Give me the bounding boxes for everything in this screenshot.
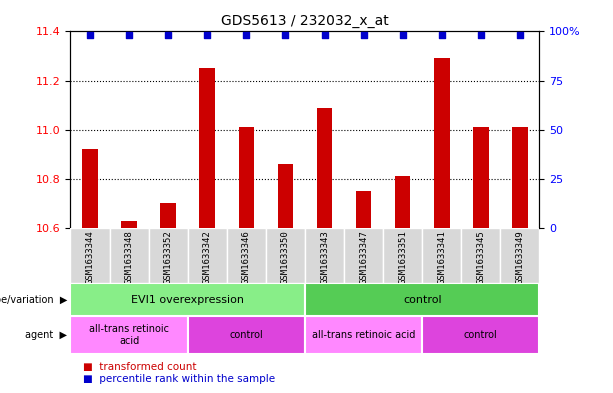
Point bbox=[476, 32, 485, 39]
Text: GSM1633350: GSM1633350 bbox=[281, 231, 290, 285]
Text: GSM1633344: GSM1633344 bbox=[86, 231, 94, 285]
Bar bbox=[317, 108, 332, 228]
Bar bbox=[161, 204, 176, 228]
Bar bbox=[356, 191, 371, 228]
Point bbox=[124, 32, 134, 39]
Text: GSM1633342: GSM1633342 bbox=[203, 231, 211, 285]
Text: agent  ▶: agent ▶ bbox=[25, 330, 67, 340]
Bar bbox=[434, 59, 449, 228]
Text: GSM1633346: GSM1633346 bbox=[242, 231, 251, 285]
Bar bbox=[149, 228, 188, 283]
Bar bbox=[344, 228, 383, 283]
Bar bbox=[110, 228, 149, 283]
Point bbox=[437, 32, 447, 39]
Bar bbox=[188, 316, 305, 354]
Point bbox=[242, 32, 251, 39]
Bar bbox=[305, 283, 539, 316]
Bar bbox=[422, 316, 539, 354]
Point bbox=[319, 32, 329, 39]
Bar bbox=[473, 127, 489, 228]
Text: ■  percentile rank within the sample: ■ percentile rank within the sample bbox=[83, 374, 275, 384]
Text: genotype/variation  ▶: genotype/variation ▶ bbox=[0, 295, 67, 305]
Bar bbox=[512, 127, 528, 228]
Bar bbox=[199, 68, 215, 228]
Text: GSM1633347: GSM1633347 bbox=[359, 231, 368, 285]
Bar bbox=[70, 316, 188, 354]
Text: GSM1633345: GSM1633345 bbox=[476, 231, 485, 285]
Text: GSM1633352: GSM1633352 bbox=[164, 231, 173, 285]
Point bbox=[281, 32, 291, 39]
Bar bbox=[266, 228, 305, 283]
Bar bbox=[395, 176, 411, 228]
Text: all-trans retinoic
acid: all-trans retinoic acid bbox=[89, 324, 169, 346]
Text: ■  transformed count: ■ transformed count bbox=[83, 362, 196, 373]
Text: control: control bbox=[229, 330, 263, 340]
Text: all-trans retinoic acid: all-trans retinoic acid bbox=[312, 330, 415, 340]
Bar bbox=[70, 283, 305, 316]
Bar bbox=[70, 228, 110, 283]
Bar bbox=[121, 220, 137, 228]
Title: GDS5613 / 232032_x_at: GDS5613 / 232032_x_at bbox=[221, 14, 389, 28]
Point bbox=[85, 32, 95, 39]
Text: control: control bbox=[403, 295, 441, 305]
Bar bbox=[422, 228, 462, 283]
Bar bbox=[238, 127, 254, 228]
Bar bbox=[305, 316, 422, 354]
Point bbox=[202, 32, 212, 39]
Text: GSM1633351: GSM1633351 bbox=[398, 231, 407, 285]
Bar bbox=[305, 228, 344, 283]
Bar bbox=[82, 149, 98, 228]
Bar bbox=[462, 228, 500, 283]
Text: GSM1633343: GSM1633343 bbox=[320, 231, 329, 285]
Text: control: control bbox=[464, 330, 498, 340]
Point bbox=[359, 32, 368, 39]
Text: EVI1 overexpression: EVI1 overexpression bbox=[131, 295, 244, 305]
Bar bbox=[188, 228, 227, 283]
Point bbox=[515, 32, 525, 39]
Text: GSM1633349: GSM1633349 bbox=[516, 231, 524, 285]
Bar bbox=[383, 228, 422, 283]
Text: GSM1633348: GSM1633348 bbox=[124, 231, 134, 285]
Bar bbox=[500, 228, 539, 283]
Point bbox=[398, 32, 408, 39]
Bar bbox=[278, 164, 293, 228]
Text: GSM1633341: GSM1633341 bbox=[437, 231, 446, 285]
Point bbox=[163, 32, 173, 39]
Bar bbox=[227, 228, 266, 283]
